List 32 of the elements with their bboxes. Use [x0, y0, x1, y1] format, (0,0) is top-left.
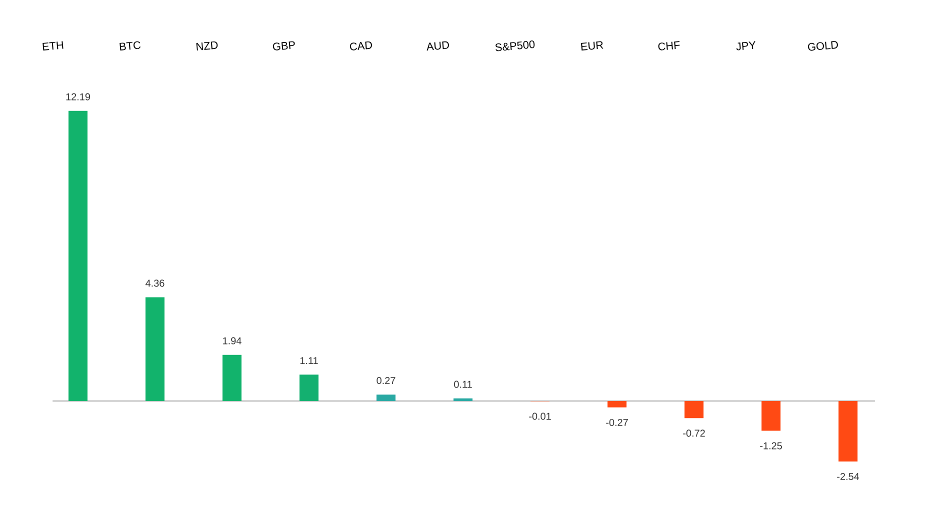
bar	[300, 374, 319, 401]
data-label: -0.01	[529, 412, 551, 420]
x-tick-label: JPY	[736, 41, 756, 50]
bar	[608, 401, 627, 408]
bar	[68, 110, 88, 401]
data-label: -0.72	[683, 430, 705, 437]
data-label: 4.36	[146, 280, 164, 287]
x-tick-label: S&P500	[496, 40, 535, 52]
data-label: 12.19	[66, 93, 90, 100]
data-label: -2.54	[837, 472, 860, 480]
x-tick-label: EUR	[581, 41, 604, 50]
bar	[376, 394, 396, 401]
x-tick-label: BTC	[120, 41, 141, 50]
x-tick-label: NZD	[196, 41, 218, 50]
data-label: 0.11	[454, 380, 472, 388]
data-label: -1.25	[760, 442, 782, 450]
bar	[146, 297, 164, 401]
data-label: 0.27	[376, 377, 396, 384]
data-label: 1.94	[223, 337, 242, 344]
bar	[454, 398, 473, 401]
bar	[762, 401, 781, 431]
x-tick-label: AUD	[426, 41, 449, 51]
data-label: -0.27	[606, 418, 628, 426]
bar	[838, 401, 858, 462]
x-tick-label: GBP	[272, 41, 295, 50]
data-label: 1.11	[300, 357, 318, 364]
bar	[684, 401, 704, 418]
bar	[222, 354, 242, 401]
x-tick-label: GOLD	[808, 41, 838, 51]
x-tick-label: CAD	[350, 41, 372, 50]
x-tick-label: CHF	[658, 41, 680, 50]
x-tick-label: ETH	[42, 41, 64, 50]
